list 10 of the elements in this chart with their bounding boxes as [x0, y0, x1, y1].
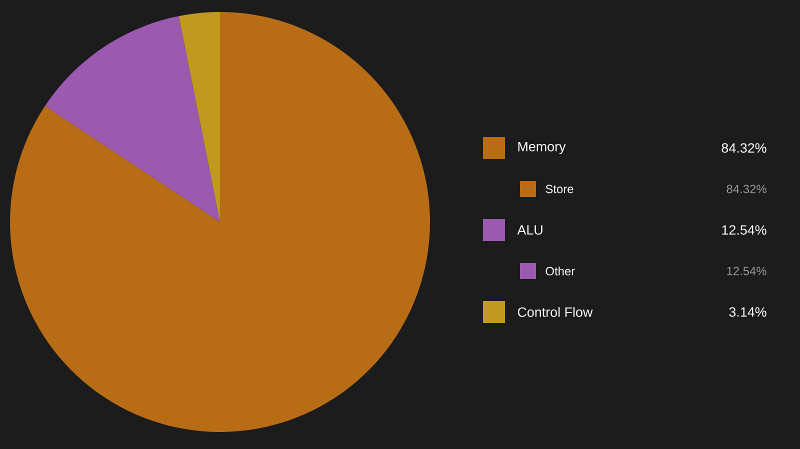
data-label: 3.14%	[729, 307, 766, 317]
text: 84.32%	[726, 184, 766, 194]
data-label: 84.32%	[722, 143, 766, 153]
legend-label: Control Flow	[518, 307, 593, 317]
legend-label: ALU	[517, 225, 542, 235]
text: 12.54%	[727, 266, 766, 276]
text: Other	[546, 266, 575, 276]
data-label: 12.54%	[722, 225, 766, 235]
legend-label: Memory	[518, 142, 566, 154]
text: Store	[546, 184, 574, 194]
